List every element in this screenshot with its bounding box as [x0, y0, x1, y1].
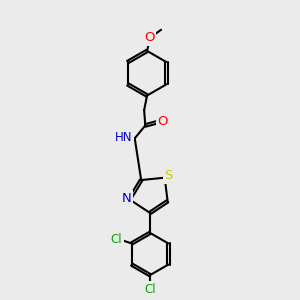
- Text: O: O: [158, 116, 168, 128]
- Text: Cl: Cl: [111, 233, 122, 246]
- Text: N: N: [122, 192, 131, 205]
- Text: HN: HN: [115, 131, 132, 144]
- Text: O: O: [144, 32, 155, 44]
- Text: S: S: [165, 169, 173, 182]
- Text: Cl: Cl: [144, 283, 156, 296]
